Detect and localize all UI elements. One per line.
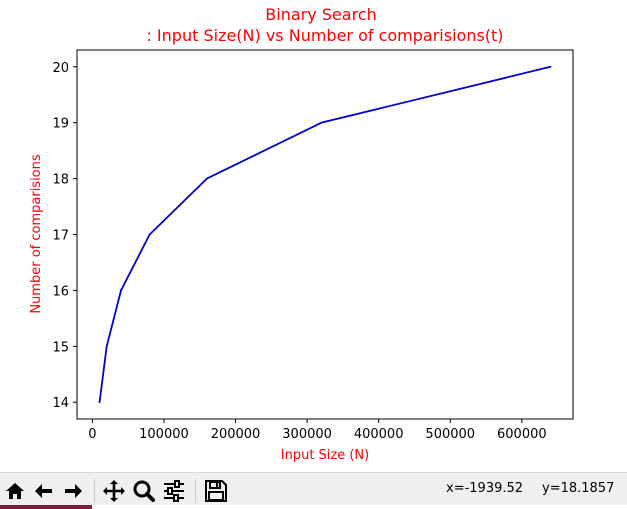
back-arrow-icon bbox=[35, 484, 52, 498]
x-tick-label: 600000 bbox=[497, 427, 547, 442]
x-tick-label: 300000 bbox=[282, 427, 332, 442]
save-button[interactable] bbox=[203, 477, 229, 505]
save-icon bbox=[205, 480, 227, 502]
x-tick-label: 100000 bbox=[139, 427, 189, 442]
window-bottom-strip bbox=[0, 505, 627, 509]
series-layer bbox=[98, 65, 552, 404]
x-axis-ticks: 0 100000 200000 300000 400000 500000 600000 bbox=[88, 419, 547, 442]
forward-arrow-icon bbox=[65, 484, 82, 498]
y-axis-label: Number of comparisions bbox=[29, 154, 44, 314]
data-point bbox=[120, 289, 122, 292]
chart-title: Binary Search bbox=[265, 5, 376, 24]
y-tick-label: 17 bbox=[52, 229, 69, 244]
data-point bbox=[549, 65, 552, 68]
zoom-button[interactable] bbox=[131, 477, 157, 505]
x-tick-label: 500000 bbox=[425, 427, 475, 442]
y-tick-label: 15 bbox=[52, 340, 69, 355]
y-tick-label: 19 bbox=[52, 117, 69, 132]
y-tick-label: 14 bbox=[52, 396, 69, 411]
series-line bbox=[98, 65, 551, 403]
chart-subtitle: : Input Size(N) vs Number of comparision… bbox=[146, 26, 503, 45]
data-point bbox=[148, 233, 151, 236]
y-tick-label: 18 bbox=[52, 173, 69, 188]
data-point bbox=[320, 121, 323, 124]
configure-subplots-icon bbox=[164, 480, 184, 502]
pan-icon bbox=[103, 480, 125, 502]
toolbar-separator bbox=[195, 479, 196, 503]
y-tick-label: 16 bbox=[52, 284, 69, 299]
data-point bbox=[98, 401, 101, 404]
y-tick-label: 20 bbox=[52, 61, 69, 76]
x-tick-label: 400000 bbox=[354, 427, 404, 442]
zoom-icon bbox=[133, 480, 155, 502]
home-button[interactable] bbox=[2, 477, 28, 505]
toolbar-separator bbox=[94, 479, 95, 503]
configure-subplots-button[interactable] bbox=[161, 477, 187, 505]
axes-frame bbox=[76, 49, 574, 420]
x-axis-label: Input Size (N) bbox=[281, 448, 369, 463]
taskbar-accent bbox=[0, 505, 92, 509]
chart-figure: Binary Search : Input Size(N) vs Number … bbox=[29, 5, 574, 463]
y-axis-ticks: 14 15 16 17 18 19 20 bbox=[52, 61, 77, 411]
back-button[interactable] bbox=[31, 477, 57, 505]
home-icon bbox=[6, 483, 24, 499]
x-tick-label: 200000 bbox=[211, 427, 261, 442]
x-tick-label: 0 bbox=[88, 427, 96, 442]
forward-button[interactable] bbox=[60, 477, 86, 505]
pan-button[interactable] bbox=[101, 477, 127, 505]
y-coordinate-readout: y=18.1857 bbox=[542, 481, 615, 496]
x-coordinate-readout: x=-1939.52 bbox=[446, 481, 524, 496]
navigation-toolbar: x=-1939.52 y=18.1857 bbox=[0, 472, 627, 509]
data-point bbox=[206, 177, 208, 180]
data-point bbox=[105, 345, 108, 348]
